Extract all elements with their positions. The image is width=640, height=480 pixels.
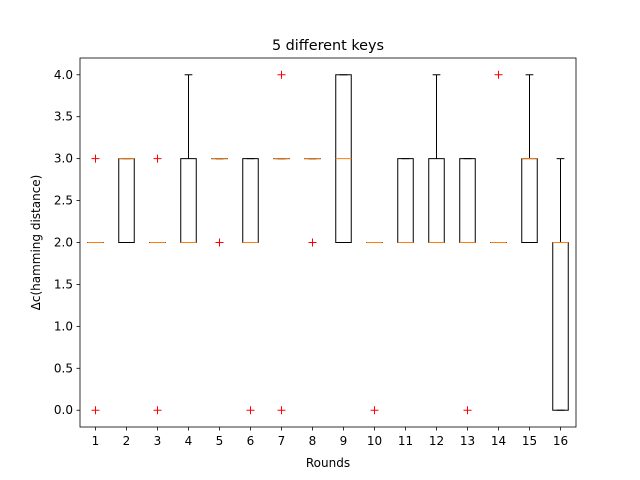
outlier-marker bbox=[370, 406, 379, 415]
x-tick-label: 6 bbox=[247, 434, 255, 448]
y-tick-label: 0.5 bbox=[54, 361, 73, 375]
y-tick-label: 4.0 bbox=[54, 68, 73, 82]
y-tick-label: 1.0 bbox=[54, 319, 73, 333]
y-tick-label: 0.0 bbox=[54, 403, 73, 417]
outlier-marker bbox=[308, 238, 317, 247]
outlier-marker bbox=[246, 406, 255, 415]
x-tick-label: 11 bbox=[398, 434, 413, 448]
x-tick-label: 5 bbox=[216, 434, 224, 448]
x-axis-label: Rounds bbox=[306, 456, 350, 470]
x-tick-label: 9 bbox=[340, 434, 348, 448]
x-tick-label: 7 bbox=[278, 434, 286, 448]
x-tick-label: 2 bbox=[123, 434, 131, 448]
y-tick-label: 3.0 bbox=[54, 152, 73, 166]
x-tick-label: 10 bbox=[367, 434, 382, 448]
outlier-marker bbox=[91, 154, 100, 163]
plot-area: 0.00.51.01.52.02.53.03.54.01 2 3 4 5 6 7 8 9 10 11… bbox=[54, 68, 569, 448]
x-tick-label: 1 bbox=[92, 434, 100, 448]
x-tick-label: 8 bbox=[309, 434, 317, 448]
axes-frame bbox=[79, 57, 577, 428]
outlier-marker bbox=[277, 406, 286, 415]
y-tick-label: 2.5 bbox=[54, 194, 73, 208]
x-tick-label: 16 bbox=[553, 434, 568, 448]
outlier-marker bbox=[494, 70, 503, 79]
outlier-marker bbox=[463, 406, 472, 415]
x-tick-label: 3 bbox=[154, 434, 162, 448]
x-tick-label: 12 bbox=[429, 434, 444, 448]
x-tick-label: 14 bbox=[491, 434, 506, 448]
y-axis-label: Δc(hamming distance) bbox=[29, 175, 43, 311]
outlier-marker bbox=[277, 70, 286, 79]
x-tick-label: 4 bbox=[185, 434, 193, 448]
x-tick-label: 13 bbox=[460, 434, 475, 448]
x-tick-label: 15 bbox=[522, 434, 537, 448]
outlier-marker bbox=[215, 238, 224, 247]
y-tick-label: 3.5 bbox=[54, 110, 73, 124]
outlier-marker bbox=[91, 406, 100, 415]
outlier-marker bbox=[153, 406, 162, 415]
chart-title: 5 different keys bbox=[272, 38, 384, 54]
y-tick-label: 1.5 bbox=[54, 277, 73, 291]
outlier-marker bbox=[153, 154, 162, 163]
y-tick-label: 2.0 bbox=[54, 236, 73, 250]
